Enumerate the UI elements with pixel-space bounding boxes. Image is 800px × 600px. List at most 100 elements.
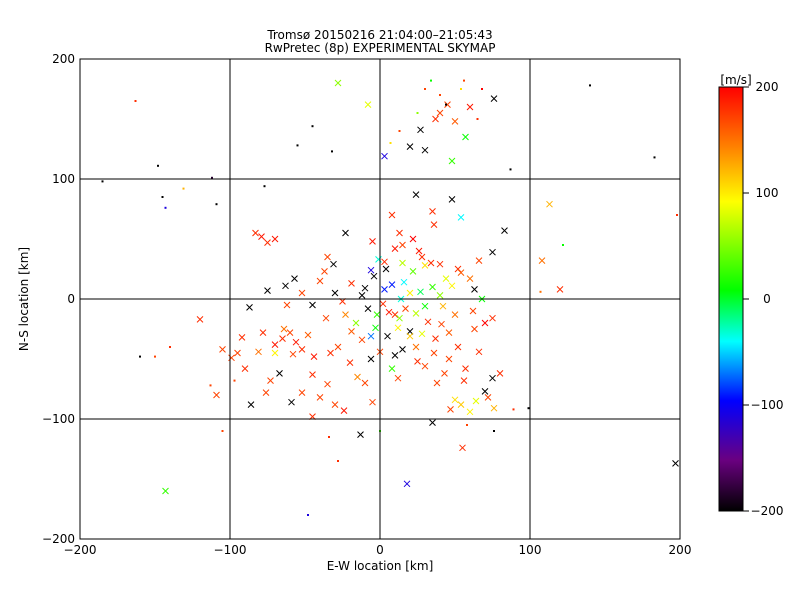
data-point-dot <box>439 94 441 96</box>
data-point-dot <box>430 79 432 82</box>
data-point-x <box>346 359 354 366</box>
data-point-x <box>490 95 498 102</box>
data-point-x <box>427 259 435 267</box>
data-point-dot <box>424 88 426 90</box>
data-point-x <box>391 245 399 252</box>
data-point-x <box>445 355 453 363</box>
data-point-x <box>429 208 436 215</box>
colorbar-ticks: 200 100 0 −100 −200 <box>743 80 783 518</box>
data-point-x <box>471 325 478 333</box>
data-point-dot <box>337 460 339 462</box>
data-point-dot <box>263 185 266 188</box>
data-point-dot <box>221 430 224 432</box>
data-point-x <box>298 289 306 297</box>
data-point-x <box>448 282 456 290</box>
data-point-x <box>304 331 312 339</box>
data-point-x <box>396 314 403 322</box>
data-point-x <box>324 253 331 261</box>
data-point-x <box>271 341 279 348</box>
colorbar-label: [m/s] <box>720 73 751 87</box>
data-point-x <box>403 480 411 488</box>
data-point-x <box>439 302 447 310</box>
data-point-dot <box>445 103 447 106</box>
data-point-x <box>412 191 420 198</box>
data-point-x <box>469 307 477 315</box>
data-point-x <box>276 370 283 377</box>
data-point-x <box>444 101 451 108</box>
data-point-dot <box>463 79 465 82</box>
data-point-x <box>358 292 366 299</box>
data-point-x <box>382 265 390 273</box>
data-point-x <box>219 346 226 353</box>
chart-title: Tromsø 20150216 21:04:00–21:05:43 <box>266 28 492 42</box>
data-point-x <box>309 301 316 309</box>
data-point-x <box>298 346 306 353</box>
data-point-x <box>286 329 294 336</box>
data-point-dot <box>512 408 515 411</box>
data-point-dot <box>215 203 218 206</box>
x-axis-label: E-W location [km] <box>327 559 434 573</box>
data-point-dot <box>157 164 159 167</box>
data-point-x <box>441 370 448 377</box>
data-point-x <box>385 308 393 316</box>
data-point-x <box>475 257 483 264</box>
data-point-x <box>283 301 291 309</box>
data-point-x <box>400 278 408 286</box>
data-point-dot <box>101 180 104 183</box>
data-point-x <box>352 319 360 327</box>
data-point-x <box>381 152 388 160</box>
data-point-x <box>391 311 399 318</box>
x-tick-label: 200 <box>669 543 692 557</box>
data-point-x <box>421 146 429 154</box>
data-point-dot <box>389 142 392 144</box>
data-point-dot <box>653 156 656 159</box>
data-point-x <box>228 354 235 362</box>
data-point-x <box>379 300 387 308</box>
data-point-x <box>402 305 409 312</box>
y-tick-label: −100 <box>42 412 75 426</box>
data-point-x <box>399 259 406 267</box>
data-point-x <box>489 248 496 256</box>
data-point-x <box>421 362 429 370</box>
data-point-x <box>213 391 220 399</box>
data-point-x <box>373 311 381 318</box>
colorbar-tick-label: 100 <box>756 186 779 200</box>
data-point-x <box>264 287 271 294</box>
data-point-x <box>481 319 489 327</box>
data-point-dot <box>307 514 309 516</box>
data-point-dot <box>154 355 156 358</box>
data-point-x <box>234 349 241 357</box>
data-point-x <box>454 343 462 351</box>
data-point-x <box>370 272 378 280</box>
data-point-dot <box>164 206 167 209</box>
data-point-x <box>406 143 414 150</box>
data-point-x <box>445 329 453 336</box>
data-point-x <box>421 262 429 269</box>
data-point-dot <box>134 100 137 102</box>
data-point-x <box>430 221 438 228</box>
y-tick-label: 100 <box>52 172 75 186</box>
data-point-x <box>394 324 402 332</box>
data-point-x <box>472 397 480 405</box>
data-point-x <box>291 275 298 282</box>
colorbar-tick-label: 0 <box>763 292 771 306</box>
y-tick-label: 0 <box>67 292 75 306</box>
data-point-x <box>409 235 417 243</box>
data-point-dot <box>416 112 419 114</box>
data-point-x <box>342 311 349 318</box>
data-point-x <box>414 358 421 365</box>
data-point-x <box>447 406 454 413</box>
chart-subtitle: RwPretec (8p) EXPERIMENTAL SKYMAP <box>265 41 496 55</box>
data-point-dot <box>211 176 213 179</box>
y-tick-label: −200 <box>42 532 75 546</box>
data-point-dot <box>527 407 530 410</box>
data-point-x <box>246 304 253 311</box>
x-tick-label: −100 <box>214 543 247 557</box>
data-point-x <box>457 269 465 276</box>
data-point-x <box>475 348 483 356</box>
data-point-x <box>384 332 391 340</box>
colorbar-tick-label: −100 <box>751 398 784 412</box>
data-point-x <box>252 229 259 237</box>
data-point-x <box>438 320 445 328</box>
